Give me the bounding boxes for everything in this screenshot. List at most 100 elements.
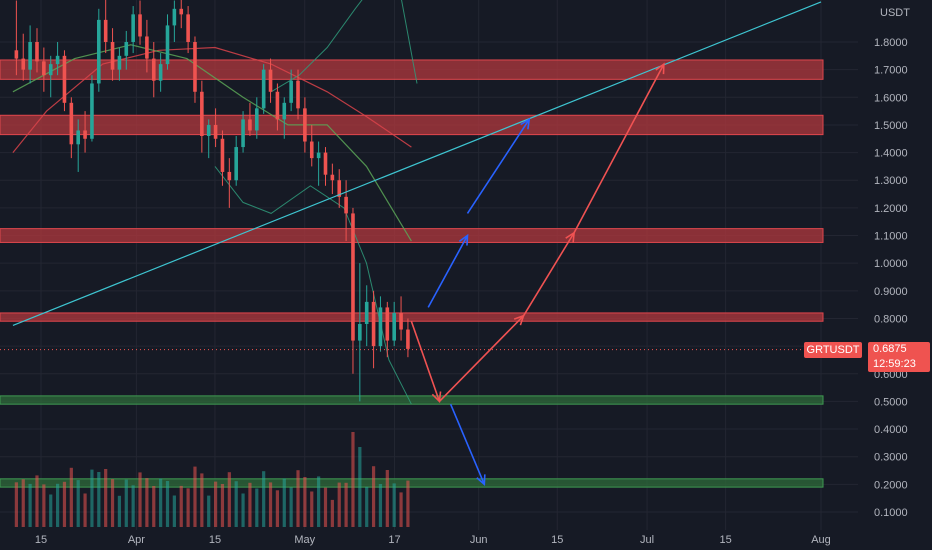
volume-bar <box>14 482 18 527</box>
volume-bar <box>159 478 163 527</box>
candle-body <box>62 55 67 103</box>
blue-arrow-0-head <box>458 233 469 246</box>
last-price-label: 0.6875 <box>873 343 907 355</box>
candle-body <box>344 196 348 214</box>
volume-bar <box>317 476 321 527</box>
y-tick-label: 0.1000 <box>874 507 908 519</box>
volume-bar <box>213 481 218 527</box>
y-tick-label: 1.2000 <box>874 203 908 215</box>
volume-bar <box>296 470 300 527</box>
volume-bar <box>42 484 46 527</box>
candle-body <box>392 312 396 341</box>
band-lower-line <box>214 166 412 405</box>
volume-bar <box>392 483 396 527</box>
y-tick-label: 1.4000 <box>874 148 908 160</box>
volume-bar <box>220 484 225 527</box>
y-tick-label: 1.0000 <box>874 258 908 270</box>
candle-body <box>358 324 362 341</box>
candle-body <box>117 55 122 70</box>
volume-bar <box>110 479 115 527</box>
price-tag: 0.6875 12:59:23 <box>868 342 930 372</box>
volume-bar <box>255 488 259 527</box>
zone-red-1 <box>0 114 824 136</box>
zone-red-3 <box>0 312 824 322</box>
candle-body <box>213 124 218 139</box>
candle-body <box>364 301 369 324</box>
candle-body <box>97 19 101 84</box>
candle-body <box>261 69 266 109</box>
candle-body <box>145 36 149 59</box>
candle-body <box>179 8 184 15</box>
candle-body <box>14 50 19 59</box>
zone-red-0 <box>0 59 824 80</box>
blue-arrow-2 <box>449 403 486 485</box>
band-upper-line <box>270 0 418 93</box>
candle-body <box>385 307 390 341</box>
candle-body <box>172 8 177 26</box>
y-tick-label: 1.5000 <box>874 120 908 132</box>
candle-body <box>406 329 410 349</box>
candle-body <box>220 138 225 172</box>
candle-body <box>151 58 156 81</box>
volume-bar <box>282 478 286 527</box>
candle-body <box>69 102 74 145</box>
volume-bar <box>248 482 252 527</box>
y-tick-label: 0.3000 <box>874 452 908 464</box>
volume-bar <box>83 493 87 527</box>
candle-body <box>76 130 81 145</box>
volume-bar <box>35 475 39 527</box>
volume-bar <box>55 483 60 527</box>
red-arrow-0 <box>410 320 441 402</box>
volume-bar <box>310 491 314 527</box>
volume-bar <box>179 485 183 527</box>
red-arrow-1 <box>438 315 525 402</box>
candle-body <box>323 152 328 175</box>
volume-bar <box>28 483 32 527</box>
candle-body <box>371 301 376 347</box>
zone-green-5 <box>0 478 824 488</box>
blue-arrow-0 <box>427 235 469 308</box>
volume-bar <box>90 469 94 527</box>
volume-bar <box>200 473 204 527</box>
candle-body <box>337 180 342 197</box>
volume-bar <box>234 481 238 527</box>
volume-bar <box>289 487 293 527</box>
candle-body <box>268 69 273 92</box>
y-tick-label: 1.6000 <box>874 92 908 104</box>
candle-body <box>248 119 252 131</box>
candle-body <box>90 83 94 139</box>
y-tick-label: 0.9000 <box>874 286 908 298</box>
blue-arrow-1-head <box>520 117 531 130</box>
candle-body <box>303 108 307 142</box>
candle-body <box>255 108 259 131</box>
y-tick-label: 0.2000 <box>874 479 908 491</box>
volume-bar <box>62 481 67 527</box>
candle-body <box>158 64 163 81</box>
zone-red-2 <box>0 228 824 243</box>
volume-bar <box>344 482 348 527</box>
y-tick-label: 0.8000 <box>874 313 908 325</box>
blue-arrow-2-head <box>476 474 486 487</box>
candle-body <box>282 102 287 120</box>
candle-body <box>351 213 355 341</box>
volume-bar <box>97 472 101 527</box>
symbol-label: GRTUSDT <box>806 344 860 356</box>
candle-body <box>206 124 211 136</box>
volume-bar <box>172 495 176 527</box>
volume-bar <box>131 485 135 527</box>
candle-body <box>103 19 108 42</box>
red-arrow-0-head <box>431 391 442 404</box>
candle-body <box>21 58 26 70</box>
volume-bar <box>104 469 108 527</box>
y-tick-label: 0.5000 <box>874 396 908 408</box>
volume-bar <box>351 432 355 527</box>
candle-body <box>316 152 321 159</box>
candle-body <box>165 25 170 65</box>
volume-bar <box>275 490 280 527</box>
volume-bar <box>69 467 73 527</box>
time-axis <box>0 530 932 550</box>
zone-green-4 <box>0 395 824 405</box>
candle-body <box>83 130 87 139</box>
